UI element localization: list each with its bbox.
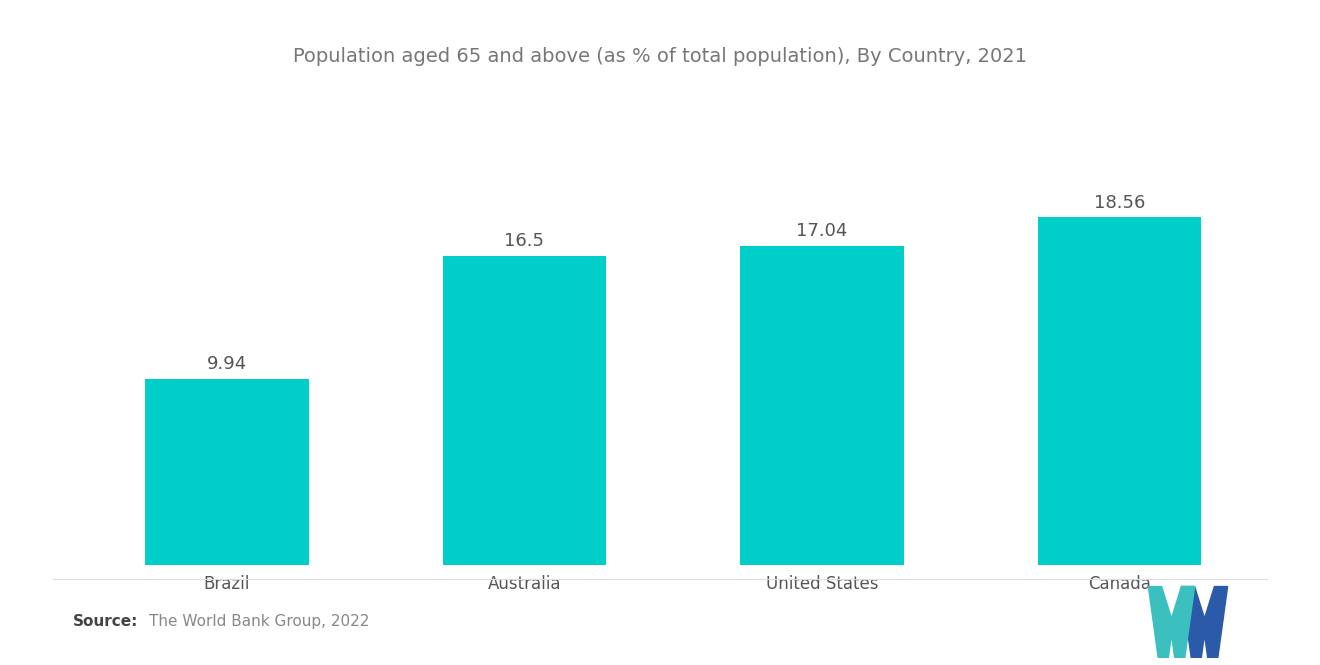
Bar	[1038, 217, 1201, 565]
Bar	[741, 246, 904, 565]
Text: 9.94: 9.94	[207, 355, 247, 373]
Bar	[442, 256, 606, 565]
Text: 18.56: 18.56	[1094, 194, 1144, 211]
Text: The World Bank Group, 2022: The World Bank Group, 2022	[149, 614, 370, 629]
Polygon shape	[1148, 587, 1195, 658]
Bar	[145, 379, 309, 565]
Polygon shape	[1181, 587, 1228, 658]
Text: 16.5: 16.5	[504, 232, 544, 251]
Text: Source:: Source:	[73, 614, 139, 629]
Text: 17.04: 17.04	[796, 222, 847, 240]
Text: Population aged 65 and above (as % of total population), By Country, 2021: Population aged 65 and above (as % of to…	[293, 47, 1027, 66]
